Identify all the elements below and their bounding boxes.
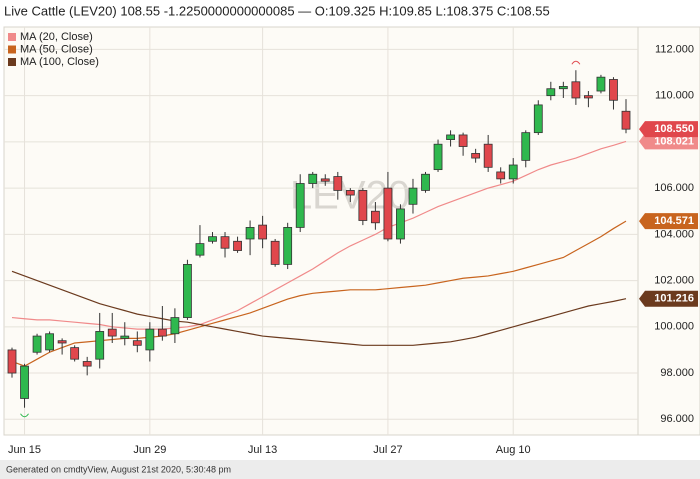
candle-body <box>446 134 455 140</box>
candle-body <box>82 361 92 367</box>
y-tick-label: 96.000 <box>660 413 694 425</box>
candle-body <box>20 365 29 399</box>
candle-body <box>195 243 205 256</box>
x-tick-label: Aug 10 <box>496 444 531 456</box>
candle-body <box>596 76 606 92</box>
x-tick-label: Jun 29 <box>133 444 166 456</box>
low-marker <box>20 413 29 418</box>
candle-body <box>157 328 167 337</box>
price-tag-label: 101.216 <box>654 293 694 305</box>
candle-body <box>145 328 155 351</box>
candle-body <box>358 190 368 221</box>
candle-body <box>558 86 568 90</box>
candle-body <box>308 173 318 184</box>
high-marker <box>571 60 581 65</box>
legend-label: MA (50, Close) <box>20 43 93 55</box>
candle-body <box>270 240 280 265</box>
price-tag-label: 108.021 <box>654 135 694 147</box>
candle-body <box>496 171 506 180</box>
chart-title: Live Cattle (LEV20) 108.55 -1.2250000000… <box>4 3 550 18</box>
price-tag <box>639 213 698 230</box>
plot-area <box>3 26 639 436</box>
y-tick-label: 110.000 <box>655 90 694 102</box>
candle-body <box>546 88 556 97</box>
x-tick-label: Jun 15 <box>8 444 41 456</box>
candle-body <box>220 236 230 249</box>
price-tag <box>639 121 698 138</box>
candle-body <box>471 153 481 159</box>
candle-body <box>45 333 54 351</box>
candle-body <box>483 143 493 168</box>
candle-body <box>183 264 192 318</box>
footer: Generated on cmdtyView, August 21st 2020… <box>6 464 231 474</box>
y-tick-label: 102.000 <box>654 274 694 286</box>
y-tick-label: 104.000 <box>654 228 694 240</box>
x-tick-label: Jul 27 <box>373 444 402 456</box>
candle-body <box>421 173 430 191</box>
candle-body <box>383 187 393 240</box>
candle-body <box>584 95 593 99</box>
legend-swatch <box>8 33 16 41</box>
y-tick-label: 106.000 <box>654 182 694 194</box>
candle-body <box>258 224 268 240</box>
y-tick-label: 112.000 <box>655 43 694 55</box>
legend-swatch <box>8 45 16 54</box>
candle-body <box>333 176 343 191</box>
candle-body <box>433 143 443 171</box>
candle-body <box>320 178 330 182</box>
price-tag <box>639 133 698 150</box>
ma-line <box>11 270 627 346</box>
candle-body <box>95 331 105 360</box>
candle-body <box>7 349 17 374</box>
candle-body <box>533 104 543 134</box>
x-tick-label: Jul 13 <box>248 444 277 456</box>
candle-body <box>283 227 293 265</box>
candle-body <box>107 328 117 337</box>
candle-body <box>233 240 242 251</box>
candle-body <box>408 187 418 205</box>
candle-body <box>508 164 518 180</box>
candle-body <box>609 79 618 101</box>
candle-body <box>120 335 130 339</box>
legend-label: MA (100, Close) <box>20 56 99 68</box>
ma-line <box>11 140 627 330</box>
candle-body <box>57 340 67 344</box>
candle-body <box>621 110 631 130</box>
candle-body <box>245 227 255 240</box>
candle-body <box>345 190 355 196</box>
price-axis <box>637 26 700 436</box>
candle-body <box>208 236 217 242</box>
y-tick-label: 100.000 <box>654 321 694 333</box>
candle-body <box>295 183 305 228</box>
legend-label: MA (20, Close) <box>20 31 93 43</box>
ma-line <box>11 220 627 367</box>
price-tag-label: 108.550 <box>654 123 694 135</box>
legend-swatch <box>8 58 16 66</box>
candle-body <box>571 81 581 99</box>
candle-body <box>170 317 180 335</box>
candle-body <box>32 335 42 353</box>
candle-body <box>396 208 405 240</box>
y-tick-label: 98.000 <box>660 367 694 379</box>
candle-body <box>132 340 142 346</box>
candle-body <box>370 210 380 224</box>
price-tag-label: 104.571 <box>654 215 694 227</box>
candle-body <box>70 347 80 360</box>
candle-body <box>458 134 468 147</box>
candle-body <box>521 132 531 161</box>
footer-bar <box>0 460 700 479</box>
price-tag <box>639 290 698 307</box>
